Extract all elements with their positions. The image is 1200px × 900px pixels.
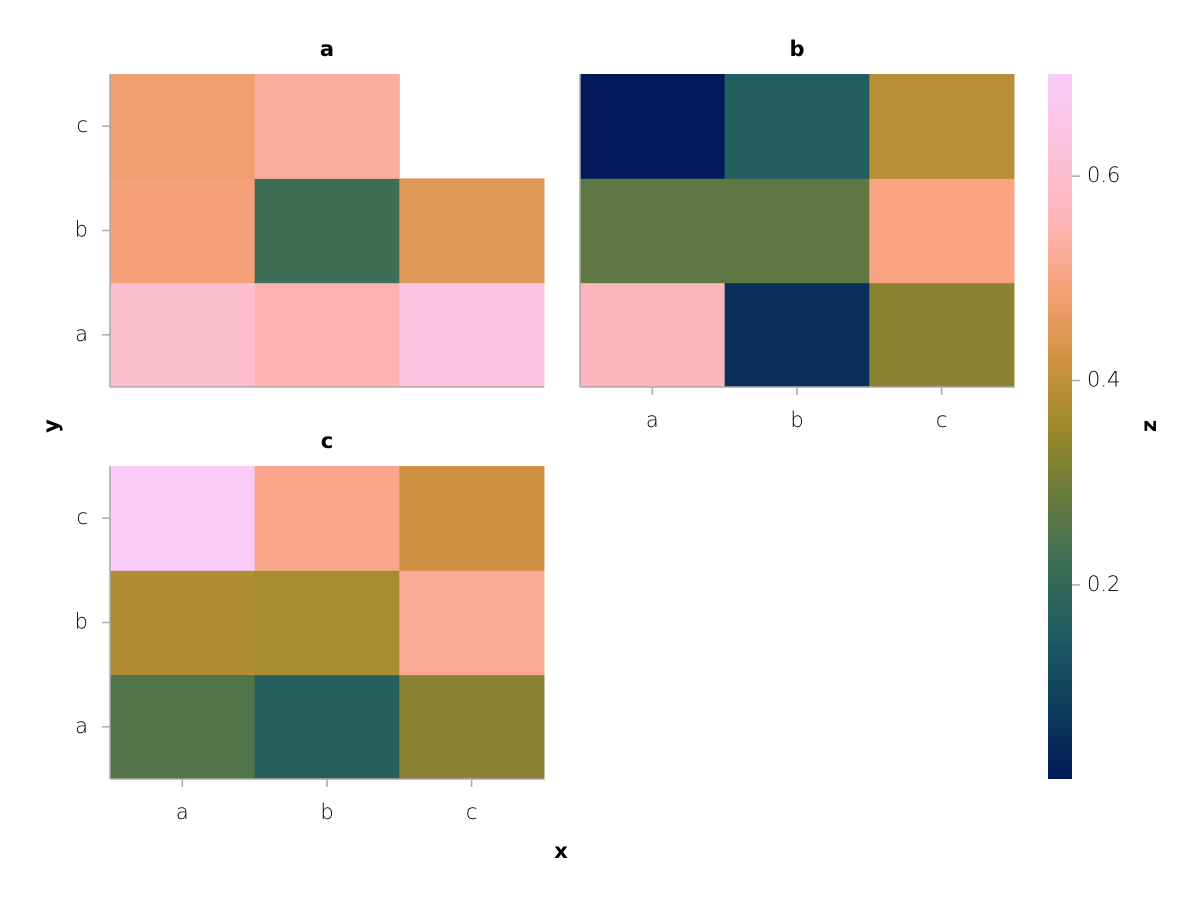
y-axis-label: y: [39, 419, 63, 433]
heatmap-cell: [580, 178, 726, 284]
x-tick-label: c: [466, 800, 478, 824]
colorbar-label: z: [1137, 420, 1161, 432]
x-tick-label: b: [790, 408, 803, 432]
heatmap-cell: [110, 178, 256, 284]
heatmap-cell: [399, 466, 545, 571]
facet-title: a: [320, 37, 334, 61]
y-tick-label: c: [76, 505, 88, 529]
x-tick-label: a: [646, 408, 659, 432]
x-tick-label: a: [176, 800, 189, 824]
heatmap-cell: [110, 74, 256, 179]
y-tick-label: b: [75, 610, 88, 634]
x-axis-label: x: [554, 839, 568, 863]
heatmap-cell: [254, 466, 400, 571]
heatmap-cell: [254, 178, 400, 284]
heatmap-cell: [724, 178, 870, 284]
y-tick-label: a: [75, 714, 88, 738]
colorbar-tick-label: 0.4: [1087, 368, 1120, 392]
heatmap-cell: [580, 74, 726, 179]
heatmap-cell: [869, 178, 1015, 284]
heatmap-cell: [254, 674, 400, 780]
heatmap-cell: [110, 674, 256, 780]
y-tick-label: c: [76, 113, 88, 137]
colorbar: [1048, 74, 1072, 779]
x-tick-label: c: [936, 408, 948, 432]
colorbar-tick-label: 0.6: [1087, 163, 1120, 187]
y-tick-label: a: [75, 322, 88, 346]
heatmap-cell: [869, 282, 1015, 388]
colorbar-tick-label: 0.2: [1087, 572, 1120, 596]
y-tick-label: b: [75, 218, 88, 242]
heatmap-cell: [724, 74, 870, 179]
x-tick-label: b: [320, 800, 333, 824]
heatmap-cell: [399, 570, 545, 676]
heatmap-cell: [399, 674, 545, 780]
heatmap-cell: [724, 282, 870, 388]
heatmap-cell: [254, 74, 400, 179]
heatmap-cell: [399, 282, 545, 388]
heatmap-cell: [869, 74, 1015, 179]
facet-title: c: [321, 429, 333, 453]
heatmap-cell: [254, 570, 400, 676]
heatmap-cell: [580, 282, 726, 388]
heatmap-cell: [399, 178, 545, 284]
heatmap-cell: [254, 282, 400, 388]
heatmap-cell: [110, 282, 256, 388]
heatmap-cell: [110, 466, 256, 571]
heatmap-cell: [110, 570, 256, 676]
facet-title: b: [789, 37, 804, 61]
